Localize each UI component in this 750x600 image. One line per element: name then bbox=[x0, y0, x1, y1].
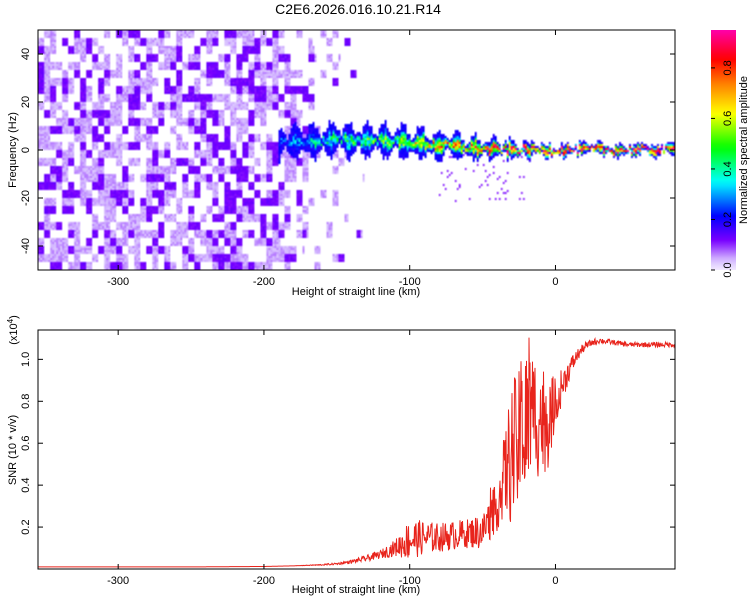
x-tick-label: -300 bbox=[107, 276, 129, 288]
snr-series-line bbox=[38, 337, 676, 568]
spectrogram-y-axis-label: Frequency (Hz) bbox=[7, 112, 19, 188]
x-tick-label: -100 bbox=[399, 276, 421, 288]
x-tick-label: -200 bbox=[253, 575, 275, 587]
colorbar-tick-label: 0.8 bbox=[722, 60, 734, 75]
snr-y-scale-label: (x104) bbox=[6, 315, 20, 345]
snr-x-axis-label: Height of straight line (km) bbox=[292, 584, 420, 596]
snr-panel: -300 -200 -100 0 0.2 0.4 0.6 0.8 1.0 Height of … bbox=[6, 315, 676, 596]
spectrogram-heatmap bbox=[38, 30, 675, 270]
colorbar-tick-label: 0.6 bbox=[722, 111, 734, 126]
y-tick-label: 1.0 bbox=[20, 352, 32, 367]
y-tick-label: 0.8 bbox=[20, 394, 32, 409]
y-tick-label: 0.4 bbox=[20, 477, 32, 492]
colorbar-gradient bbox=[711, 30, 736, 270]
colorbar: 0.0 0.2 0.4 0.6 0.8 Normalized spectral ampl… bbox=[711, 30, 750, 278]
colorbar-ticks: 0.0 0.2 0.4 0.6 0.8 bbox=[711, 60, 734, 278]
x-tick-label: -200 bbox=[253, 276, 275, 288]
snr-frame bbox=[37, 329, 676, 570]
spectrogram-x-axis-label: Height of straight line (km) bbox=[292, 286, 420, 298]
colorbar-tick-label: 0.2 bbox=[722, 212, 734, 227]
y-tick-label: 40 bbox=[20, 48, 32, 60]
figure-title: C2E6.2026.016.10.21.R14 bbox=[275, 1, 441, 17]
snr-x-ticks: -300 -200 -100 0 bbox=[107, 330, 559, 587]
spectrogram-y-ticks: -40 -20 0 20 40 bbox=[20, 48, 675, 254]
y-tick-label: -40 bbox=[20, 238, 32, 254]
snr-y-ticks: 0.2 0.4 0.6 0.8 1.0 bbox=[20, 352, 675, 535]
y-tick-label: -20 bbox=[20, 190, 32, 206]
x-tick-label: 0 bbox=[552, 276, 558, 288]
spectrogram-x-ticks: -300 -200 -100 0 bbox=[107, 30, 559, 288]
snr-y-axis-label: SNR (10 * v/v) bbox=[7, 415, 19, 485]
x-tick-label: 0 bbox=[552, 575, 558, 587]
snr-plot-background bbox=[38, 330, 675, 569]
y-tick-label: 20 bbox=[20, 96, 32, 108]
colorbar-tick-label: 0.0 bbox=[722, 262, 734, 277]
y-tick-label: 0 bbox=[20, 147, 32, 153]
colorbar-label: Normalized spectral amplitude bbox=[738, 76, 750, 224]
colorbar-tick-label: 0.4 bbox=[722, 161, 734, 176]
x-tick-label: -100 bbox=[399, 575, 421, 587]
y-tick-label: 0.2 bbox=[20, 519, 32, 534]
y-tick-label: 0.6 bbox=[20, 436, 32, 451]
x-tick-label: -300 bbox=[107, 575, 129, 587]
